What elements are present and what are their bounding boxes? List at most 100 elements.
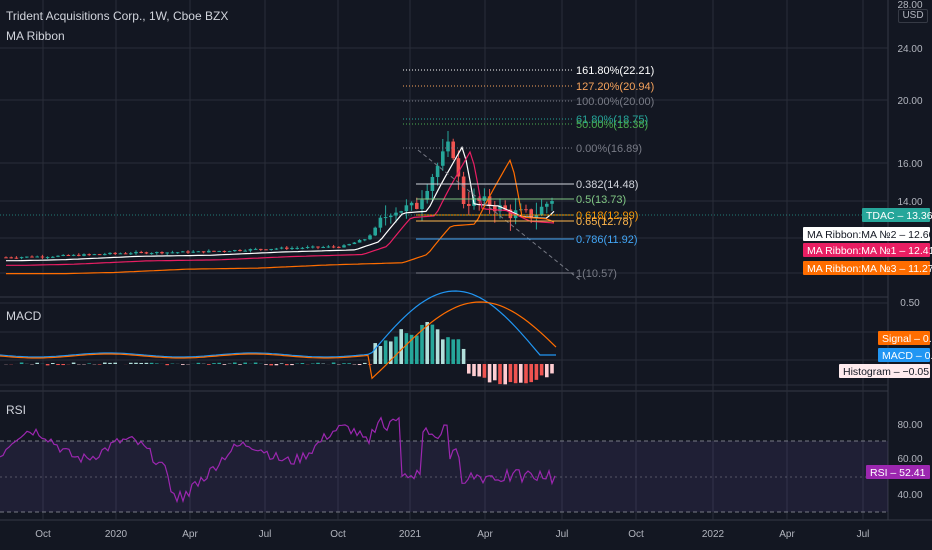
candle-body: [399, 211, 403, 213]
macd-histogram-bar: [524, 364, 528, 384]
price-label-text: MA Ribbon:MA №2 – 12.60: [807, 229, 932, 241]
macd-histogram-bar: [394, 336, 398, 364]
rsi-axis-label: 80.00: [897, 420, 922, 431]
candle-body: [524, 209, 528, 211]
macd-histogram-bar: [415, 335, 419, 364]
macd-value-badge: [878, 348, 930, 362]
macd-histogram-bar: [383, 340, 388, 364]
candle-body: [181, 251, 185, 253]
macd-histogram-bar: [331, 362, 336, 364]
time-axis-label: Jul: [556, 529, 569, 540]
candle-body: [539, 206, 544, 216]
candle-body: [467, 203, 471, 206]
candle-body: [92, 254, 97, 256]
price-axis-label: 28.00: [897, 0, 922, 11]
candle-body: [550, 201, 554, 204]
candle-body: [415, 202, 419, 209]
macd-histogram-bar: [212, 363, 216, 364]
signal-line: [0, 301, 557, 380]
price-axis-label: 20.00: [897, 96, 922, 107]
candle-body: [118, 253, 123, 255]
time-axis-label: Apr: [182, 529, 198, 540]
price-axis-label: 14.00: [897, 197, 922, 208]
candle-body: [201, 251, 206, 253]
candle-body: [451, 141, 455, 159]
macd-value-text: Signal – 0.11: [882, 333, 932, 345]
candle-body: [243, 250, 247, 252]
candle-body: [51, 256, 55, 258]
time-axis-label: 2022: [702, 529, 725, 540]
candle-body: [279, 247, 284, 249]
candle-body: [222, 250, 227, 252]
candle-body: [77, 254, 81, 256]
macd-histogram-bar: [513, 364, 518, 384]
candle-body: [253, 248, 258, 250]
price-axis-label: 24.00: [897, 44, 922, 55]
candle-body: [305, 247, 310, 249]
candle-body: [248, 249, 253, 251]
macd-histogram-bar: [264, 364, 268, 365]
candle-body: [441, 151, 445, 166]
candle-body: [30, 256, 34, 258]
time-axis-label: Apr: [779, 529, 795, 540]
macd-histogram-bar: [472, 364, 476, 377]
rsi-value-badge: [866, 465, 930, 479]
macd-histogram-bar: [290, 364, 294, 366]
candle-body: [534, 215, 539, 219]
macd-histogram-bar: [550, 364, 554, 374]
rsi-pane-label: RSI: [6, 403, 27, 417]
macd-histogram-bar: [498, 364, 502, 385]
macd-histogram-bar: [342, 363, 346, 364]
macd-histogram-bar: [253, 362, 258, 364]
macd-histogram-bar: [217, 362, 221, 364]
candle-body: [191, 251, 195, 253]
candle-body: [9, 257, 13, 259]
candle-body: [269, 248, 273, 250]
candle-body: [498, 205, 502, 212]
candle-body: [383, 217, 388, 219]
candle-body: [165, 252, 169, 254]
currency-badge[interactable]: USD: [898, 9, 928, 23]
time-axis-label: Jul: [857, 529, 870, 540]
macd-histogram-bar: [446, 337, 450, 364]
candle-body: [311, 246, 315, 248]
candle-body: [25, 256, 29, 258]
fib-level-label: 161.80%(22.21): [576, 65, 654, 77]
candle-body: [227, 251, 232, 253]
macd-histogram-bar: [529, 364, 533, 383]
candle-body: [389, 215, 393, 218]
fib-level-label: 61.80%(18.75): [576, 114, 648, 126]
macd-histogram-bar: [487, 364, 492, 383]
candle-body: [175, 252, 180, 254]
candle-body: [300, 247, 305, 249]
candle-body: [186, 251, 190, 253]
macd-histogram-bar: [19, 362, 24, 364]
candle-body: [493, 206, 497, 212]
candle-body: [357, 240, 362, 243]
candle-body: [14, 257, 19, 259]
macd-histogram-bar: [508, 364, 513, 383]
macd-histogram-bar: [404, 333, 409, 364]
candle-body: [40, 256, 45, 258]
ma-line-3: [6, 158, 555, 275]
fib-level-label: 1(10.57): [576, 268, 617, 280]
candle-body: [321, 246, 325, 248]
candle-body: [155, 252, 159, 254]
candle-body: [19, 257, 24, 259]
macd-histogram-bar: [222, 364, 227, 365]
rsi-band: [0, 441, 888, 512]
candle-body: [82, 254, 86, 256]
price-label-text: TDAC – 13.36: [866, 210, 932, 222]
macd-histogram-bar: [51, 363, 55, 364]
candle-body: [487, 196, 492, 207]
candle-body: [295, 247, 299, 249]
candle-body: [425, 190, 429, 200]
macd-histogram-bar: [181, 364, 185, 365]
time-axis-label: Apr: [477, 529, 493, 540]
macd-histogram-bar: [425, 322, 429, 364]
macd-histogram-bar: [35, 362, 39, 364]
candle-body: [103, 254, 107, 256]
macd-histogram-bar: [363, 362, 367, 364]
candle-body: [97, 254, 102, 256]
